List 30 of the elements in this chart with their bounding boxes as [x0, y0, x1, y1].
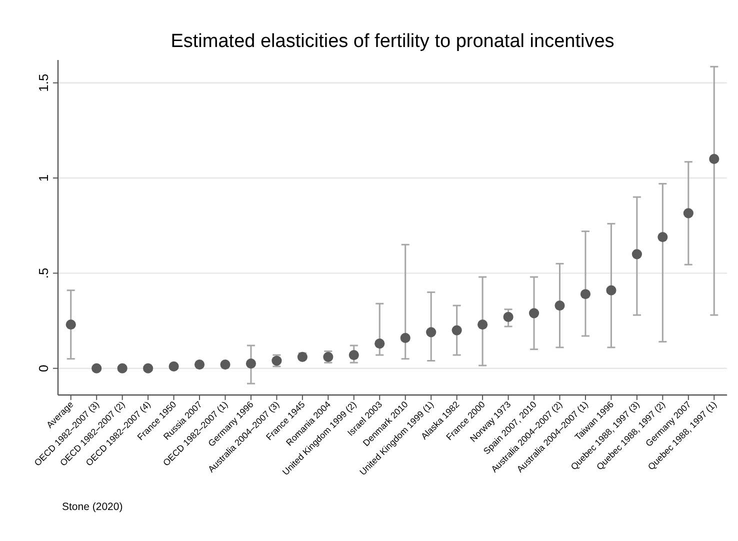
point [528, 308, 540, 318]
point [554, 300, 565, 311]
point [92, 363, 102, 374]
point [246, 358, 256, 369]
point [220, 360, 230, 370]
chart-title: Estimated elasticities of fertility to pronatal incentives [170, 31, 614, 52]
point [297, 352, 308, 362]
point [452, 325, 462, 336]
y-tick-label: 1.5 [36, 74, 51, 92]
point [632, 249, 642, 260]
point [400, 332, 410, 343]
text: Stone (2020) [62, 501, 123, 513]
point [658, 232, 668, 242]
point [683, 208, 694, 218]
point [66, 320, 76, 330]
point [117, 363, 128, 374]
point [426, 327, 436, 338]
point [503, 312, 514, 322]
y-tick-label: .5 [36, 268, 51, 279]
point [348, 350, 359, 360]
point [580, 289, 591, 300]
point [709, 154, 720, 164]
point [143, 363, 154, 374]
point [606, 285, 616, 296]
point [194, 360, 205, 370]
point [374, 338, 385, 349]
y-tick-label: 1 [36, 174, 51, 182]
point [478, 320, 488, 330]
y-tick-label: 0 [36, 364, 51, 372]
point [168, 361, 179, 372]
